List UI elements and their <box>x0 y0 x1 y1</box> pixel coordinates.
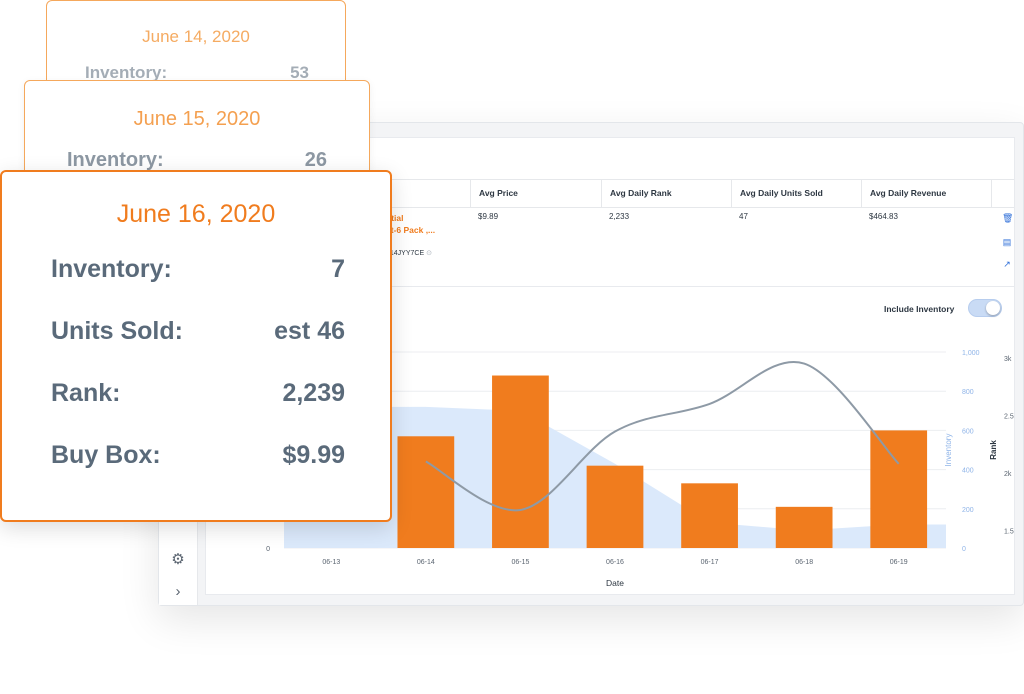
include-inventory-toggle[interactable] <box>968 299 1002 317</box>
include-inventory-label: Include Inventory <box>884 304 955 314</box>
x-axis-label: Date <box>606 578 624 588</box>
left-tick-label: 0 <box>266 546 270 553</box>
rank-tick-label: 1.5k <box>1004 529 1014 536</box>
avg-daily-units-value: 47 <box>739 212 748 221</box>
avg-price-value: $9.89 <box>478 212 499 221</box>
x-tick-label: 06-19 <box>890 559 908 566</box>
card-value: est 46 <box>274 317 345 345</box>
col-avg-daily-units-sold[interactable]: Avg Daily Units Sold <box>731 180 861 207</box>
inventory-tick-label: 0 <box>962 546 966 553</box>
units-sold-bar <box>775 506 833 548</box>
x-tick-label: 06-14 <box>417 559 435 566</box>
inventory-tick-label: 800 <box>962 389 974 396</box>
chart-divider <box>206 286 1014 287</box>
sales-chart: 06-13 06-14 06-15 06-16 06-17 06-18 06-19 Date 0… <box>266 350 1014 588</box>
asin-label: 014JYY7CE ⊙ <box>386 250 432 257</box>
inventory-tick-label: 600 <box>962 428 974 435</box>
tooltip-card-june-16: June 16, 2020 Inventory: 7 Units Sold: e… <box>0 170 392 522</box>
product-title-line2[interactable]: et-6 Pack ,... <box>386 225 436 235</box>
toggle-knob <box>986 301 1000 315</box>
units-sold-bar <box>397 436 455 548</box>
units-sold-bar <box>586 465 644 548</box>
rank-axis-label: Rank <box>989 440 998 460</box>
card-value: 53 <box>290 63 309 82</box>
inventory-tick-label: 1,000 <box>962 350 980 357</box>
card-label: Inventory: <box>67 149 164 171</box>
inventory-tick-label: 200 <box>962 507 974 514</box>
avg-daily-revenue-value: $464.83 <box>869 212 898 221</box>
card-label: Buy Box: <box>51 441 161 469</box>
card-label: Inventory: <box>51 255 172 283</box>
col-avg-daily-revenue[interactable]: Avg Daily Revenue <box>861 180 991 207</box>
x-tick-label: 06-16 <box>606 559 624 566</box>
col-avg-price[interactable]: Avg Price <box>470 180 601 207</box>
card-date: June 15, 2020 <box>133 108 261 130</box>
card-label: Inventory: <box>85 63 168 82</box>
x-tick-label: 06-17 <box>701 559 719 566</box>
inventory-tick-label: 400 <box>962 468 974 475</box>
inventory-axis-label: Inventory <box>944 434 953 467</box>
rank-line <box>425 360 900 512</box>
col-avg-daily-rank[interactable]: Avg Daily Rank <box>601 180 731 207</box>
x-tick-label: 06-13 <box>322 559 340 566</box>
trash-icon[interactable]: 🗑 <box>1002 213 1014 223</box>
card-value: 7 <box>331 255 345 283</box>
tooltip-card-june-14: June 14, 2020 Inventory: 53 <box>46 0 346 92</box>
card-label: Rank: <box>51 379 121 407</box>
avg-daily-rank-value: 2,233 <box>609 212 630 221</box>
units-sold-bar <box>681 483 738 548</box>
col-actions <box>991 180 1014 207</box>
document-icon[interactable]: ▤ <box>1002 237 1012 247</box>
units-sold-bar <box>492 375 549 548</box>
share-icon[interactable]: ↗ <box>1003 259 1011 269</box>
card-date: June 14, 2020 <box>142 27 250 46</box>
card-value: 2,239 <box>282 379 345 407</box>
units-sold-bar <box>870 430 928 548</box>
card-label: Units Sold: <box>51 317 183 345</box>
x-tick-label: 06-18 <box>795 559 813 566</box>
card-date: June 16, 2020 <box>116 200 276 228</box>
rank-tick-label: 2.5k <box>1004 413 1014 420</box>
info-icon[interactable]: ⊙ <box>426 250 432 257</box>
x-tick-label: 06-15 <box>511 559 529 566</box>
chevron-right-icon[interactable]: › <box>175 583 181 600</box>
product-title-line1[interactable]: ntial <box>386 213 404 223</box>
settings-gear-icon[interactable]: ⚙ <box>171 551 185 568</box>
rank-tick-label: 2k <box>1004 471 1012 478</box>
rank-tick-label: 3k <box>1004 356 1012 363</box>
tooltip-card-june-15: June 15, 2020 Inventory: 26 <box>24 80 370 178</box>
card-value: 26 <box>304 149 327 171</box>
table-header: Avg Price Avg Daily Rank Avg Daily Units… <box>206 179 1014 208</box>
card-value: $9.99 <box>282 441 345 469</box>
